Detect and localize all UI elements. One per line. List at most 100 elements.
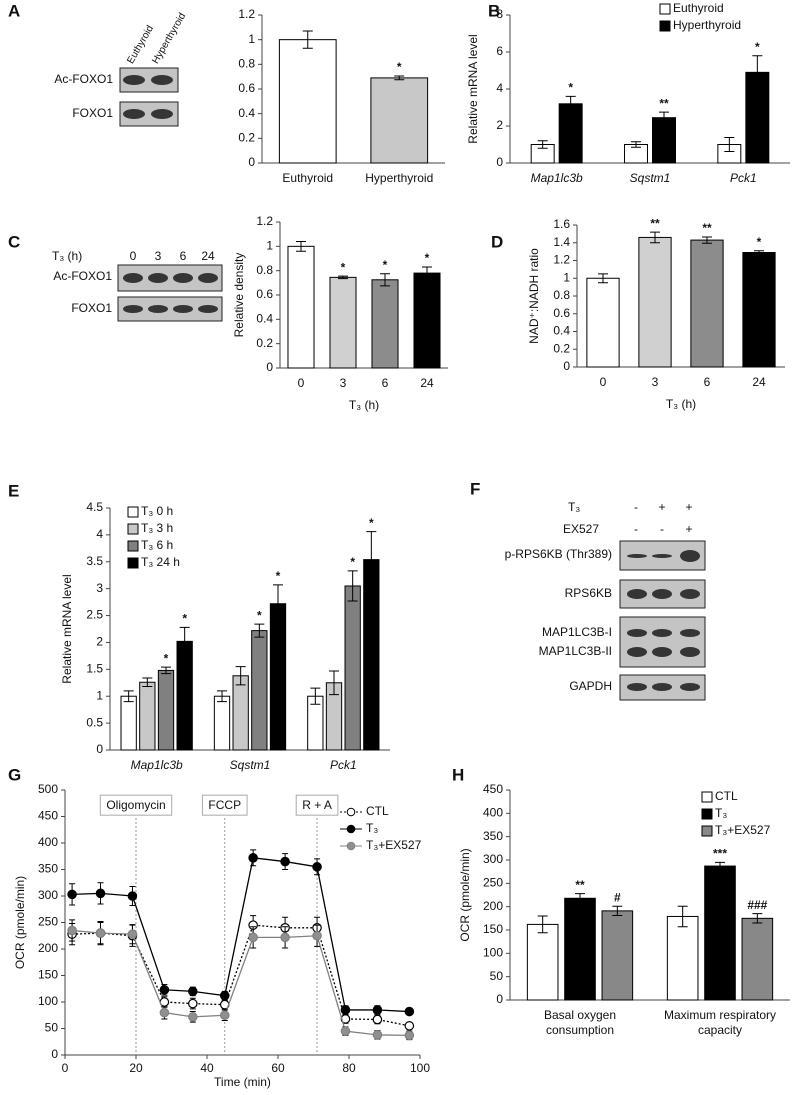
significance: *	[164, 651, 169, 665]
point	[67, 889, 77, 900]
event-box	[99, 794, 173, 816]
significance: *	[369, 516, 374, 530]
blot-band	[652, 629, 672, 637]
event-label: R + A	[302, 798, 332, 812]
bar	[287, 245, 315, 369]
y-tick-label: 0	[51, 1047, 58, 1061]
event-label: Oligomycin	[106, 798, 165, 812]
blot-band	[627, 683, 647, 691]
bar	[558, 103, 583, 164]
legend-label: T₃ 0 h	[141, 504, 173, 518]
bar	[176, 640, 193, 751]
treatment-label: T₃	[568, 500, 580, 514]
row-label: MAP1LC3B-I	[542, 625, 612, 639]
bar	[586, 277, 620, 368]
y-tick-label: 1	[563, 270, 570, 284]
panel-label: A	[8, 1, 20, 20]
y-tick-label: 2	[96, 635, 103, 649]
x-tick-label: consumption	[546, 1023, 614, 1037]
y-tick-label: 0.6	[256, 287, 273, 301]
blot-band	[123, 305, 143, 313]
x-tick-label: Hyperthyroid	[365, 171, 433, 185]
treatment-mark: -	[660, 522, 664, 536]
y-tick-label: 3	[96, 581, 103, 595]
error-bar	[422, 266, 432, 280]
y-tick-label: 0	[496, 992, 503, 1006]
bar	[370, 77, 429, 164]
legend-label: T₃	[715, 806, 727, 820]
error-bar	[347, 570, 358, 602]
error-bar	[296, 240, 306, 252]
x-tick-label: 6	[704, 375, 711, 389]
y-tick-label: 1.2	[553, 253, 570, 267]
blot-band	[123, 273, 143, 283]
y-tick-label: 0.6	[553, 306, 570, 320]
point	[372, 1005, 383, 1015]
bar	[363, 559, 380, 751]
legend-marker	[346, 824, 356, 834]
error-bar	[537, 140, 548, 149]
bar	[601, 910, 634, 1001]
error-bar	[302, 30, 313, 49]
error-bar	[598, 273, 608, 284]
panel-label: B	[488, 1, 500, 20]
y-axis-label: OCR (pmole/min)	[458, 848, 472, 941]
bar	[652, 117, 676, 164]
lane-label: 24	[201, 249, 215, 263]
error-bar	[123, 690, 134, 703]
treatment-mark: +	[658, 500, 665, 514]
legend-label: Euthyroid	[673, 1, 724, 15]
x-tick-label: 40	[200, 1061, 214, 1075]
series-line	[72, 857, 410, 1013]
bar	[213, 695, 231, 751]
blot-band	[151, 109, 173, 119]
y-tick-label: 2	[496, 118, 503, 132]
treatment-mark: -	[634, 522, 638, 536]
x-tick-label: Pck1	[730, 171, 757, 185]
bar	[413, 272, 441, 369]
blot-band	[123, 75, 145, 85]
legend-swatch	[659, 20, 671, 32]
y-tick-label: 150	[483, 922, 503, 936]
y-tick-label: 0	[248, 155, 255, 169]
bar	[371, 279, 399, 369]
legend-label: T₃	[366, 821, 378, 835]
legend-swatch	[701, 825, 713, 837]
x-axis-label: T₃ (h)	[349, 398, 379, 412]
x-tick-label: 100	[410, 1061, 430, 1075]
panel-label: D	[491, 232, 503, 251]
point	[404, 1021, 415, 1031]
bar	[704, 865, 736, 1001]
y-tick-label: 0	[266, 360, 273, 374]
legend-swatch	[701, 808, 713, 820]
point	[95, 928, 106, 938]
y-tick-label: 1	[96, 688, 103, 702]
point	[372, 1014, 383, 1025]
y-tick-label: 450	[38, 809, 58, 823]
x-tick-label: Map1lc3b	[131, 758, 183, 772]
series-line	[72, 924, 410, 1027]
legend-label: T₃ 6 h	[141, 538, 173, 552]
y-tick-label: 0	[563, 359, 570, 373]
legend-label: T₃+EX527	[366, 838, 422, 852]
bar	[526, 923, 559, 1001]
lane-label: 0	[130, 249, 137, 263]
treatment-mark: +	[685, 500, 692, 514]
y-tick-label: 0.2	[238, 131, 255, 145]
error-bar	[575, 893, 585, 904]
legend-label: T₃ 24 h	[141, 555, 180, 569]
bar	[278, 39, 337, 164]
y-tick-label: 50	[490, 969, 504, 983]
row-label: RPS6KB	[565, 586, 612, 600]
point	[127, 929, 138, 939]
error-bar	[715, 861, 725, 871]
y-tick-label: 0	[96, 742, 103, 756]
y-axis-label: Relative mRNA level	[466, 34, 480, 143]
x-tick-label: 0	[600, 375, 607, 389]
y-tick-label: 100	[38, 994, 58, 1008]
point	[340, 1005, 351, 1015]
x-tick-label: 60	[271, 1061, 285, 1075]
significance: *	[383, 258, 388, 272]
y-tick-label: 200	[38, 941, 58, 955]
significance: *	[757, 235, 762, 249]
